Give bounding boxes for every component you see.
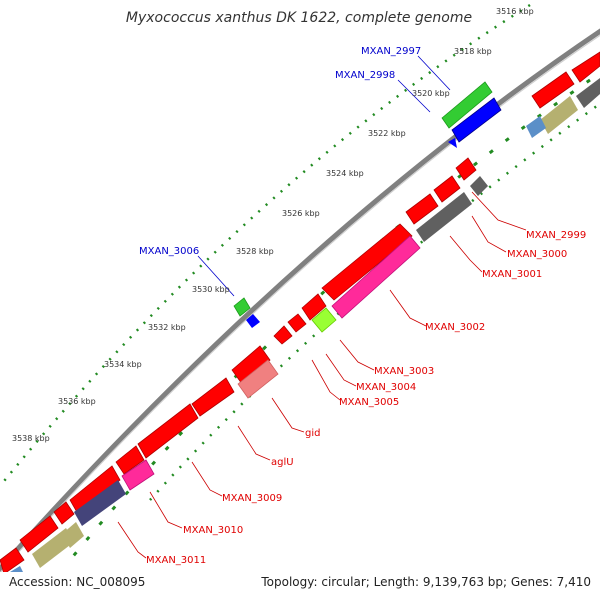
cds-m[interactable] bbox=[19, 515, 59, 553]
track-mxan-3011[interactable] bbox=[74, 480, 126, 526]
cds-mxan-2999[interactable] bbox=[455, 157, 477, 181]
tick-label-3524: 3524 kbp bbox=[326, 169, 364, 178]
leader-lines bbox=[117, 191, 527, 559]
cds-i[interactable] bbox=[137, 403, 199, 459]
tick-label-3532: 3532 kbp bbox=[148, 323, 186, 332]
tick-labels: 3516 kbp 3518 kbp 3520 kbp 3522 kbp 3524 kbp… bbox=[12, 7, 534, 443]
cds-track bbox=[0, 51, 600, 574]
cds-b[interactable] bbox=[405, 193, 439, 225]
tick-label-3516: 3516 kbp bbox=[496, 7, 534, 16]
track-mxan-3002[interactable] bbox=[331, 235, 421, 319]
tick-label-3522: 3522 kbp bbox=[368, 129, 406, 138]
tick-label-3528: 3528 kbp bbox=[236, 247, 274, 256]
gene-label-mxan-2999[interactable]: MXAN_2999 bbox=[526, 230, 586, 241]
tick-label-3518: 3518 kbp bbox=[454, 47, 492, 56]
gene-label-mxan-3010[interactable]: MXAN_3010 bbox=[183, 525, 243, 536]
gene-label-mxan-3002[interactable]: MXAN_3002 bbox=[425, 322, 485, 333]
tick-label-3526: 3526 kbp bbox=[282, 209, 320, 218]
feature-mxan-2997[interactable] bbox=[441, 81, 493, 129]
track-dark-1[interactable] bbox=[470, 176, 488, 196]
cds-top-2[interactable] bbox=[571, 51, 600, 83]
gene-label-mxan-3003[interactable]: MXAN_3003 bbox=[374, 366, 434, 377]
cds-j[interactable] bbox=[115, 445, 145, 475]
cds-f[interactable] bbox=[273, 325, 293, 345]
gene-label-mxan-3011[interactable]: MXAN_3011 bbox=[146, 555, 206, 566]
gene-labels: MXAN_2997 MXAN_2998 MXAN_3006 MXAN_2999 MXAN… bbox=[139, 46, 586, 566]
cds-g[interactable] bbox=[231, 345, 271, 385]
track-khaki-2[interactable] bbox=[62, 522, 84, 548]
track-mxan-3010[interactable] bbox=[121, 459, 155, 491]
gene-label-mxan-2998[interactable]: MXAN_2998 bbox=[335, 70, 395, 81]
leader-lines-blue bbox=[197, 55, 451, 297]
cds-n[interactable] bbox=[0, 547, 25, 574]
track-mxan-3003[interactable] bbox=[311, 307, 337, 333]
cds-a[interactable] bbox=[433, 175, 461, 203]
cds-c[interactable] bbox=[321, 223, 413, 301]
gene-label-mxan-3006[interactable]: MXAN_3006 bbox=[139, 246, 199, 257]
tick-label-3530: 3530 kbp bbox=[192, 285, 230, 294]
genome-summary-text: Topology: circular; Length: 9,139,763 bp… bbox=[260, 575, 591, 589]
gene-label-mxan-3000[interactable]: MXAN_3000 bbox=[507, 249, 567, 260]
tick-label-3538: 3538 kbp bbox=[12, 434, 50, 443]
gene-label-mxan-3009[interactable]: MXAN_3009 bbox=[222, 493, 282, 504]
outer-dotted-ring bbox=[0, 3, 531, 487]
cds-l[interactable] bbox=[53, 501, 75, 525]
cds-k[interactable] bbox=[69, 465, 121, 515]
gene-label-gid[interactable]: gid bbox=[305, 428, 320, 439]
backbone-highlight bbox=[0, 34, 600, 572]
tick-label-3534: 3534 kbp bbox=[104, 360, 142, 369]
track-gid[interactable] bbox=[237, 359, 279, 399]
track-dark-top[interactable] bbox=[576, 78, 600, 108]
inner-dotted-ring bbox=[149, 102, 600, 501]
gene-label-mxan-3005[interactable]: MXAN_3005 bbox=[339, 397, 399, 408]
cds-d[interactable] bbox=[301, 293, 327, 321]
feature-mxan-2998[interactable] bbox=[451, 97, 502, 143]
map-title: Myxococcus xanthus DK 1622, complete gen… bbox=[126, 10, 472, 26]
gene-label-mxan-2997[interactable]: MXAN_2997 bbox=[361, 46, 421, 57]
track-blue-bottom[interactable] bbox=[0, 566, 26, 590]
gene-label-mxan-3004[interactable]: MXAN_3004 bbox=[356, 382, 416, 393]
backbone-line bbox=[0, 28, 600, 572]
gene-label-mxan-3001[interactable]: MXAN_3001 bbox=[482, 269, 542, 280]
cds-h[interactable] bbox=[191, 377, 235, 417]
tick-label-3520: 3520 kbp bbox=[412, 89, 450, 98]
cds-top-1[interactable] bbox=[531, 71, 575, 109]
feature-mxan-3006[interactable] bbox=[233, 297, 251, 317]
feature-mxan-3006b[interactable] bbox=[246, 314, 260, 328]
cds-e[interactable] bbox=[287, 313, 307, 333]
accession-text: Accession: NC_008095 bbox=[9, 575, 145, 589]
feature-mxan-2998-arrow bbox=[448, 138, 457, 148]
tick-label-3536: 3536 kbp bbox=[58, 397, 96, 406]
track-dark-2[interactable] bbox=[416, 192, 472, 242]
track-khaki-1[interactable] bbox=[32, 528, 74, 568]
track-blue-top[interactable] bbox=[526, 116, 546, 138]
track-khaki-top[interactable] bbox=[540, 96, 578, 134]
gene-label-aglu[interactable]: aglU bbox=[271, 457, 294, 468]
